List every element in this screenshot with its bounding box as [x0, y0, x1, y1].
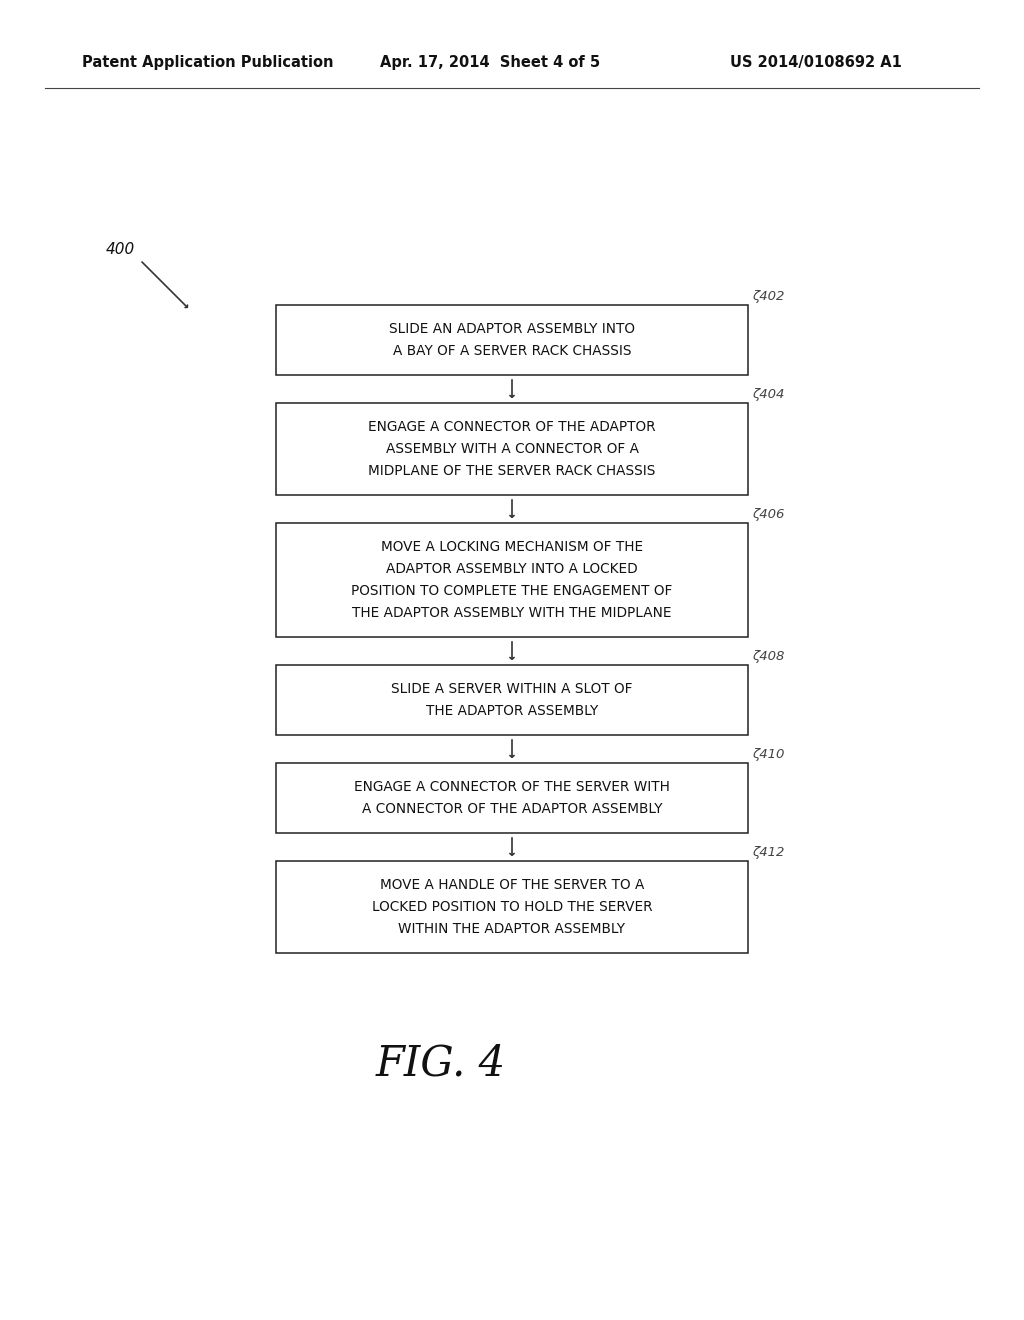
Text: POSITION TO COMPLETE THE ENGAGEMENT OF: POSITION TO COMPLETE THE ENGAGEMENT OF	[351, 583, 673, 598]
Text: US 2014/0108692 A1: US 2014/0108692 A1	[730, 54, 902, 70]
Text: ζ412: ζ412	[753, 846, 784, 859]
Bar	[276, 861, 748, 953]
Bar	[276, 305, 748, 375]
Text: A CONNECTOR OF THE ADAPTOR ASSEMBLY: A CONNECTOR OF THE ADAPTOR ASSEMBLY	[361, 803, 663, 816]
Text: ζ406: ζ406	[753, 508, 784, 521]
Text: ENGAGE A CONNECTOR OF THE ADAPTOR: ENGAGE A CONNECTOR OF THE ADAPTOR	[369, 420, 655, 434]
Text: THE ADAPTOR ASSEMBLY WITH THE MIDPLANE: THE ADAPTOR ASSEMBLY WITH THE MIDPLANE	[352, 606, 672, 620]
Text: SLIDE AN ADAPTOR ASSEMBLY INTO: SLIDE AN ADAPTOR ASSEMBLY INTO	[389, 322, 635, 337]
Text: ADAPTOR ASSEMBLY INTO A LOCKED: ADAPTOR ASSEMBLY INTO A LOCKED	[386, 562, 638, 576]
Text: Patent Application Publication: Patent Application Publication	[82, 54, 334, 70]
Text: A BAY OF A SERVER RACK CHASSIS: A BAY OF A SERVER RACK CHASSIS	[393, 345, 631, 358]
Text: ζ402: ζ402	[753, 290, 784, 304]
Text: MOVE A HANDLE OF THE SERVER TO A: MOVE A HANDLE OF THE SERVER TO A	[380, 878, 644, 892]
Text: LOCKED POSITION TO HOLD THE SERVER: LOCKED POSITION TO HOLD THE SERVER	[372, 900, 652, 913]
Text: MIDPLANE OF THE SERVER RACK CHASSIS: MIDPLANE OF THE SERVER RACK CHASSIS	[369, 465, 655, 478]
Text: THE ADAPTOR ASSEMBLY: THE ADAPTOR ASSEMBLY	[426, 704, 598, 718]
Bar	[276, 403, 748, 495]
Text: FIG. 4: FIG. 4	[375, 1041, 506, 1084]
Text: ASSEMBLY WITH A CONNECTOR OF A: ASSEMBLY WITH A CONNECTOR OF A	[385, 442, 639, 455]
Bar	[276, 763, 748, 833]
Text: WITHIN THE ADAPTOR ASSEMBLY: WITHIN THE ADAPTOR ASSEMBLY	[398, 921, 626, 936]
Bar	[276, 665, 748, 735]
Text: SLIDE A SERVER WITHIN A SLOT OF: SLIDE A SERVER WITHIN A SLOT OF	[391, 682, 633, 696]
Text: MOVE A LOCKING MECHANISM OF THE: MOVE A LOCKING MECHANISM OF THE	[381, 540, 643, 554]
Text: ζ408: ζ408	[753, 649, 784, 663]
Text: ζ404: ζ404	[753, 388, 784, 401]
Text: ζ410: ζ410	[753, 748, 784, 762]
Text: 400: 400	[105, 243, 135, 257]
Text: ENGAGE A CONNECTOR OF THE SERVER WITH: ENGAGE A CONNECTOR OF THE SERVER WITH	[354, 780, 670, 795]
Text: Apr. 17, 2014  Sheet 4 of 5: Apr. 17, 2014 Sheet 4 of 5	[380, 54, 600, 70]
Bar	[276, 523, 748, 638]
